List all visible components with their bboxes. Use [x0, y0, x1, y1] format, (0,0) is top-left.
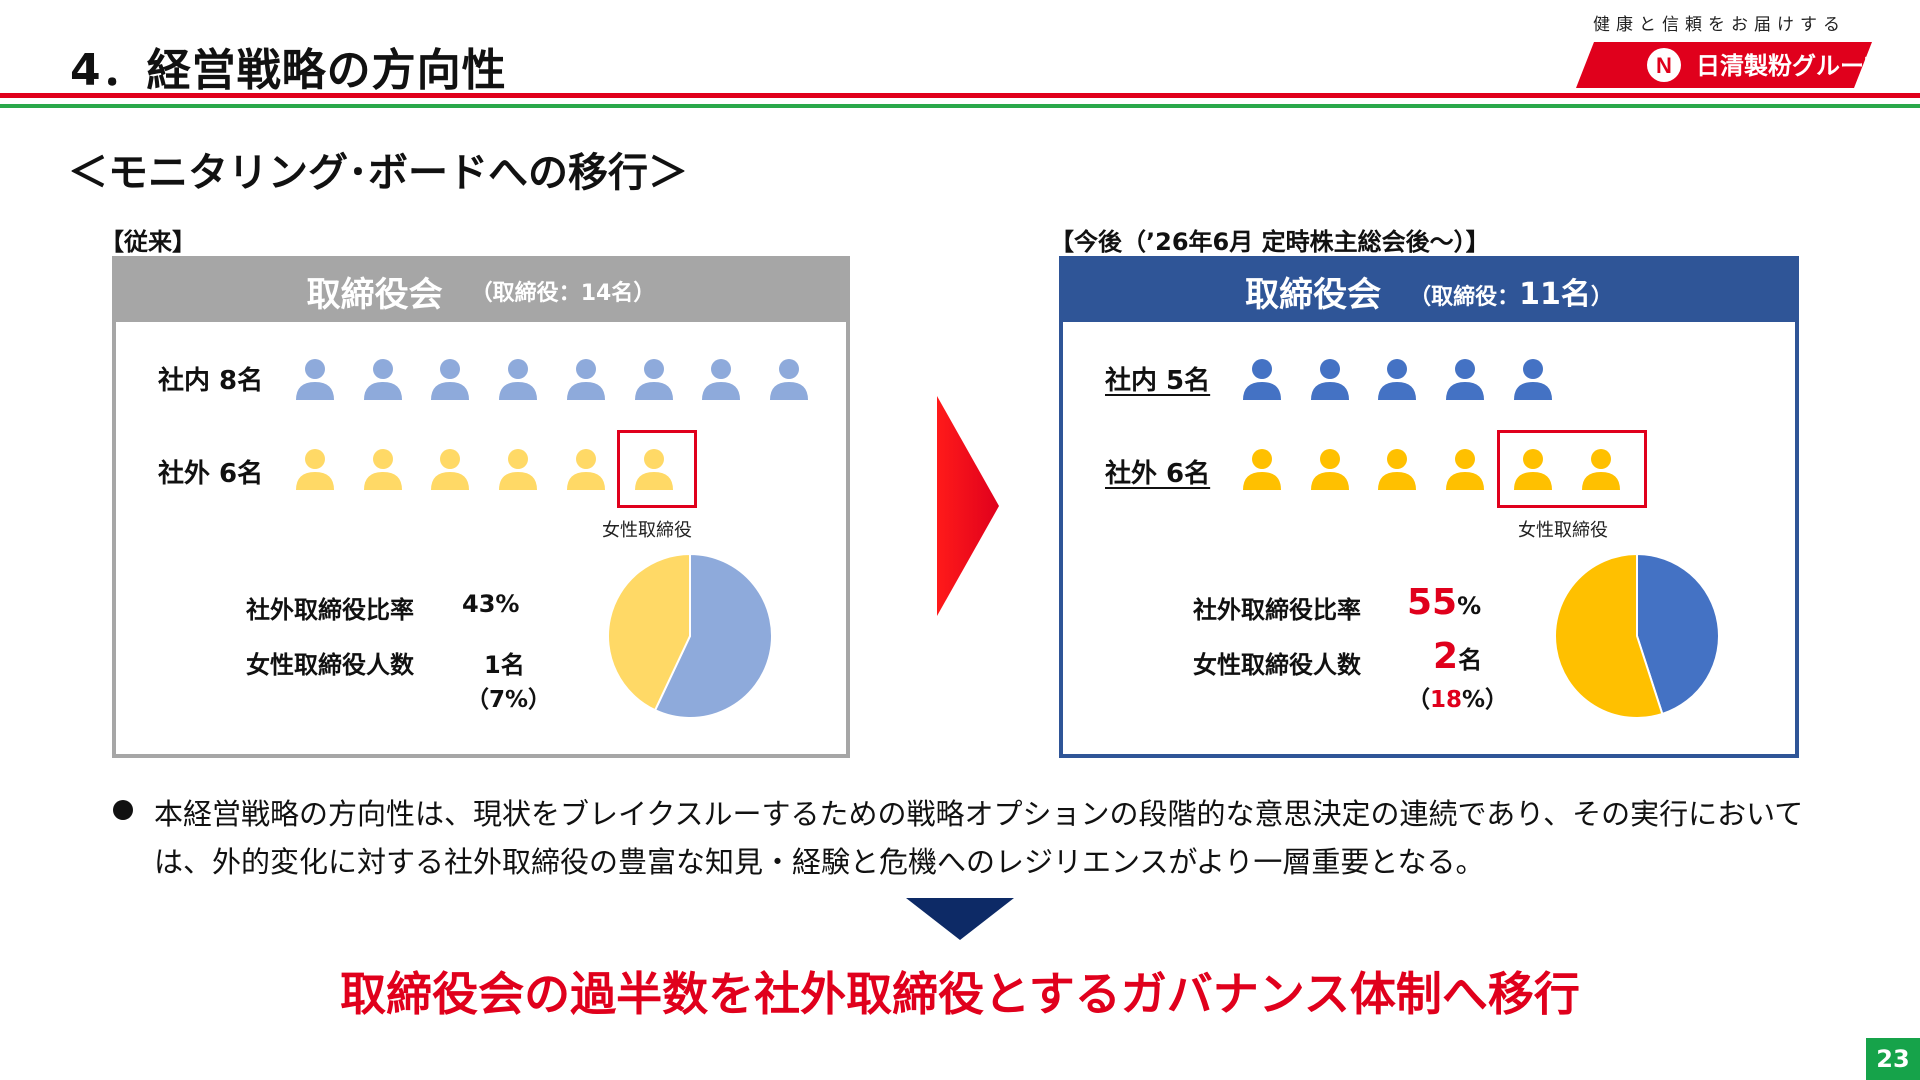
- before-external-label: 社外 6名: [158, 459, 264, 489]
- after-ratio-value: 55%: [1407, 582, 1482, 623]
- before-internal-director-icon: [563, 356, 609, 402]
- before-ratio-label: 社外取締役比率: [246, 596, 414, 624]
- header-rule-red: [0, 93, 1920, 98]
- after-label: 【今後（’26年6月 定時株主総会後～）】: [1050, 228, 1490, 256]
- before-female-count-value: 1名: [484, 651, 525, 679]
- after-panel-header: 取締役会 （取締役：11名）: [1063, 260, 1795, 322]
- company-logo: N 日清製粉グループ: [1576, 42, 1888, 88]
- before-director-count: （取締役：14名）: [470, 281, 656, 306]
- before-panel-header: 取締役会 （取締役：14名）: [116, 260, 846, 322]
- bullet-text: 本経営戦略の方向性は、現状をブレイクスルーするための戦略オプションの段階的な意思…: [154, 797, 1804, 879]
- after-pie-chart: [1554, 552, 1720, 719]
- before-ratio-value: 43%: [462, 590, 520, 618]
- before-female-pct: （7%）: [466, 687, 552, 713]
- before-external-director-icon: [292, 446, 338, 492]
- after-female-highlight: [1497, 430, 1647, 508]
- before-internal-director-icon: [495, 356, 541, 402]
- after-panel: 取締役会 （取締役：11名） 社内 5名 社外 6名 女性取締役 社外取締役比率…: [1059, 256, 1799, 758]
- after-internal-director-icon: [1307, 356, 1353, 402]
- after-external-director-icon: [1374, 446, 1420, 492]
- after-board-title: 取締役会: [1245, 274, 1382, 315]
- before-internal-label: 社内 8名: [158, 366, 264, 396]
- before-female-count-label: 女性取締役人数: [246, 651, 414, 679]
- after-external-director-icon: [1510, 446, 1556, 492]
- before-internal-director-icon: [292, 356, 338, 402]
- before-pie-slice-internal: [653, 552, 773, 719]
- transition-arrow: [937, 396, 999, 616]
- after-external-director-icon: [1578, 446, 1624, 492]
- after-internal-director-icon: [1510, 356, 1556, 402]
- company-tagline: 健康と信頼をお届けする: [1593, 15, 1846, 35]
- bullet-marker: [113, 800, 133, 820]
- after-director-count: （取締役：11名）: [1409, 277, 1613, 312]
- before-internal-director-icon: [427, 356, 473, 402]
- after-internal-director-icon: [1239, 356, 1285, 402]
- after-external-label: 社外 6名: [1105, 459, 1211, 489]
- after-pie-slice-internal: [1636, 552, 1720, 716]
- after-internal-label: 社内 5名: [1105, 366, 1211, 396]
- after-female-pct: （18%）: [1407, 687, 1509, 713]
- before-pie-slice-external: [607, 552, 691, 712]
- after-external-director-icon: [1307, 446, 1353, 492]
- page-number: 23: [1866, 1038, 1920, 1080]
- after-internal-director-icon: [1442, 356, 1488, 402]
- page-title: 4．経営戦略の方向性: [70, 45, 507, 96]
- before-female-caption: 女性取締役: [602, 520, 692, 541]
- before-panel: 取締役会 （取締役：14名） 社内 8名 社外 6名 女性取締役 社外取締役比率…: [112, 256, 850, 758]
- before-external-director-icon: [495, 446, 541, 492]
- before-internal-director-icon: [766, 356, 812, 402]
- after-female-caption: 女性取締役: [1518, 520, 1608, 541]
- after-internal-director-icon: [1374, 356, 1420, 402]
- before-external-director-icon: [563, 446, 609, 492]
- before-internal-director-icon: [698, 356, 744, 402]
- before-board-title: 取締役会: [306, 274, 443, 315]
- conclusion-text: 取締役会の過半数を社外取締役とするガバナンス体制へ移行: [340, 967, 1580, 1021]
- before-external-director-icon: [631, 446, 677, 492]
- before-pie-chart: [607, 552, 773, 719]
- before-internal-director-icon: [360, 356, 406, 402]
- svg-text:N: N: [1656, 53, 1672, 78]
- section-subtitle: ＜モニタリング･ボードへの移行＞: [68, 150, 688, 196]
- after-female-count-label: 女性取締役人数: [1193, 651, 1361, 679]
- header-rule-green: [0, 104, 1920, 108]
- after-external-director-icon: [1442, 446, 1488, 492]
- after-ratio-label: 社外取締役比率: [1193, 596, 1361, 624]
- down-arrow: [906, 898, 1014, 940]
- before-external-director-icon: [427, 446, 473, 492]
- after-external-director-icon: [1239, 446, 1285, 492]
- before-internal-director-icon: [631, 356, 677, 402]
- after-pie-slice-external: [1554, 552, 1664, 719]
- before-external-director-icon: [360, 446, 406, 492]
- before-label: 【従来】: [100, 228, 196, 256]
- logo-text: 日清製粉グループ: [1696, 52, 1872, 80]
- before-female-highlight: [617, 430, 697, 508]
- after-female-count-value: 2名: [1433, 636, 1483, 677]
